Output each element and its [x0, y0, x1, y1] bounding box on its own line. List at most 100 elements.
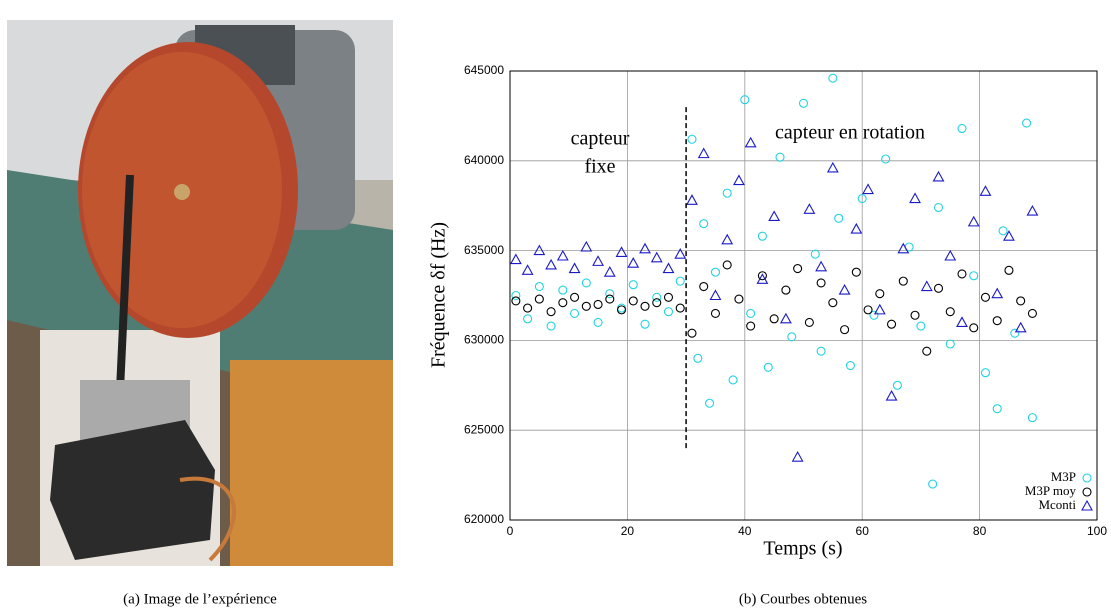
point	[945, 339, 955, 349]
point	[705, 398, 715, 408]
point	[699, 219, 709, 229]
point	[1010, 328, 1020, 338]
point	[980, 368, 991, 378]
y-tick-label: 635000	[464, 243, 504, 257]
point	[909, 192, 921, 204]
point	[581, 301, 591, 311]
point	[928, 479, 938, 489]
point	[944, 249, 957, 261]
point	[558, 298, 568, 308]
point	[710, 308, 721, 319]
point	[969, 323, 979, 333]
legend-marker	[1081, 499, 1093, 511]
point	[1027, 308, 1037, 319]
point	[640, 319, 650, 329]
point	[779, 312, 792, 324]
point	[603, 266, 616, 277]
point	[1014, 321, 1027, 333]
point	[969, 271, 979, 281]
point	[756, 273, 769, 284]
point	[593, 299, 603, 310]
point	[869, 310, 879, 320]
point	[686, 194, 698, 205]
point	[721, 233, 734, 245]
point	[534, 281, 544, 292]
point	[627, 257, 640, 268]
point	[922, 346, 932, 356]
x-tick-label: 40	[738, 524, 752, 538]
point	[885, 389, 898, 401]
point	[592, 255, 604, 266]
point	[757, 231, 767, 241]
point	[875, 289, 885, 299]
point	[828, 298, 838, 308]
point	[511, 296, 521, 306]
point	[663, 292, 674, 302]
point	[1004, 265, 1014, 275]
y-axis-label: Fréquence δf (Hz)	[428, 222, 450, 368]
point	[1003, 230, 1015, 241]
point	[816, 346, 826, 356]
point	[1026, 204, 1039, 216]
point	[675, 303, 685, 313]
point	[1027, 413, 1037, 423]
point	[675, 276, 685, 286]
point	[746, 321, 756, 331]
point	[652, 298, 662, 308]
point	[663, 307, 674, 317]
point	[834, 213, 844, 223]
point	[787, 332, 797, 342]
point	[570, 292, 580, 302]
point	[687, 134, 697, 144]
point	[734, 294, 744, 304]
point	[509, 253, 522, 265]
point	[763, 362, 773, 372]
point	[815, 260, 828, 272]
point	[932, 170, 945, 182]
annotation: fixe	[584, 156, 615, 178]
point	[628, 280, 638, 290]
point	[697, 147, 710, 159]
point	[628, 296, 638, 306]
point	[581, 278, 591, 288]
point	[722, 260, 732, 270]
point	[640, 301, 650, 311]
point	[851, 267, 861, 277]
point	[593, 317, 603, 327]
point	[804, 317, 814, 327]
point	[826, 161, 839, 173]
point	[674, 248, 687, 259]
point	[979, 185, 992, 196]
point	[769, 314, 779, 324]
point	[768, 210, 781, 222]
point	[570, 308, 580, 319]
point	[992, 316, 1002, 326]
point	[546, 321, 556, 331]
point	[945, 307, 955, 317]
legend-marker	[1082, 487, 1092, 497]
point	[639, 242, 651, 254]
plot-frame	[509, 70, 1098, 521]
point	[897, 242, 910, 254]
point	[757, 271, 767, 281]
legend-label: M3P moy	[1025, 483, 1077, 498]
point	[775, 152, 785, 162]
point	[892, 380, 902, 390]
point	[521, 264, 534, 275]
point	[740, 95, 750, 105]
point	[920, 280, 933, 292]
x-tick-label: 100	[1087, 524, 1107, 538]
legend-label: Mconti	[1038, 497, 1076, 512]
point	[1016, 296, 1026, 306]
point	[898, 276, 908, 286]
point	[523, 314, 533, 324]
point	[580, 240, 593, 252]
point	[791, 451, 804, 462]
point	[534, 294, 544, 304]
point	[746, 308, 756, 319]
point	[732, 174, 745, 186]
point	[793, 264, 803, 274]
x-tick-label: 80	[973, 524, 987, 538]
point	[991, 287, 1004, 299]
point	[615, 246, 628, 257]
